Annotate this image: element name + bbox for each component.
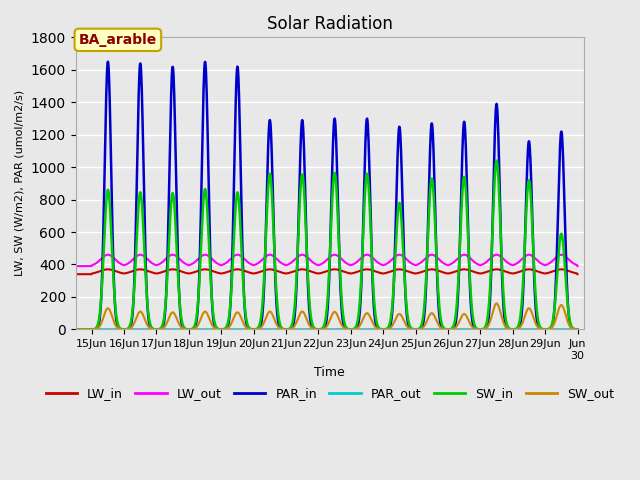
X-axis label: Time: Time <box>314 366 345 379</box>
SW_in <box>470 318 477 324</box>
LW_out <box>72 263 79 269</box>
LW_out <box>515 260 522 265</box>
LW_in <box>171 267 179 273</box>
LW_in <box>239 267 247 273</box>
SW_out <box>239 320 247 326</box>
PAR_out <box>239 326 247 332</box>
LW_out <box>266 252 274 258</box>
LW_in <box>573 271 581 277</box>
SW_out <box>573 326 581 332</box>
PAR_out <box>514 326 522 332</box>
Line: LW_out: LW_out <box>76 255 577 266</box>
SW_out <box>171 312 179 317</box>
LW_out <box>239 255 247 261</box>
LW_out <box>573 263 581 269</box>
Y-axis label: LW, SW (W/m2), PAR (umol/m2/s): LW, SW (W/m2), PAR (umol/m2/s) <box>15 90 25 276</box>
LW_out <box>470 259 477 264</box>
LW_in <box>183 270 191 276</box>
PAR_in <box>72 326 79 332</box>
SW_in <box>183 326 191 332</box>
SW_out <box>72 326 79 332</box>
Line: PAR_in: PAR_in <box>76 62 577 329</box>
PAR_out <box>72 326 79 332</box>
Title: Solar Radiation: Solar Radiation <box>267 15 393 33</box>
LW_out <box>404 258 412 264</box>
PAR_in <box>184 326 191 332</box>
SW_in <box>573 326 581 332</box>
Text: BA_arable: BA_arable <box>79 33 157 47</box>
SW_out <box>470 325 477 331</box>
PAR_out <box>573 326 581 332</box>
LW_in <box>72 271 79 277</box>
Line: LW_in: LW_in <box>76 269 577 274</box>
SW_in <box>515 323 522 329</box>
PAR_out <box>171 326 179 332</box>
PAR_in <box>172 137 179 143</box>
SW_in <box>404 315 412 321</box>
LW_in <box>515 269 522 275</box>
SW_out <box>404 324 412 330</box>
LW_in <box>266 266 274 272</box>
LW_out <box>171 252 179 258</box>
Line: SW_out: SW_out <box>76 303 577 329</box>
PAR_in <box>104 59 112 65</box>
PAR_in <box>404 322 412 328</box>
LW_in <box>404 269 412 275</box>
SW_in <box>493 158 500 164</box>
SW_out <box>493 300 500 306</box>
SW_in <box>171 211 179 217</box>
LW_in <box>470 269 477 275</box>
LW_out <box>183 262 191 267</box>
SW_out <box>183 326 191 332</box>
PAR_in <box>240 285 248 290</box>
PAR_in <box>573 326 581 332</box>
PAR_out <box>404 326 412 332</box>
PAR_out <box>183 326 191 332</box>
SW_out <box>515 325 522 331</box>
PAR_in <box>515 326 522 332</box>
PAR_in <box>470 324 477 330</box>
PAR_out <box>470 326 477 332</box>
SW_in <box>72 326 79 332</box>
Line: SW_in: SW_in <box>76 161 577 329</box>
SW_in <box>239 283 247 288</box>
Legend: LW_in, LW_out, PAR_in, PAR_out, SW_in, SW_out: LW_in, LW_out, PAR_in, PAR_out, SW_in, S… <box>41 382 619 405</box>
